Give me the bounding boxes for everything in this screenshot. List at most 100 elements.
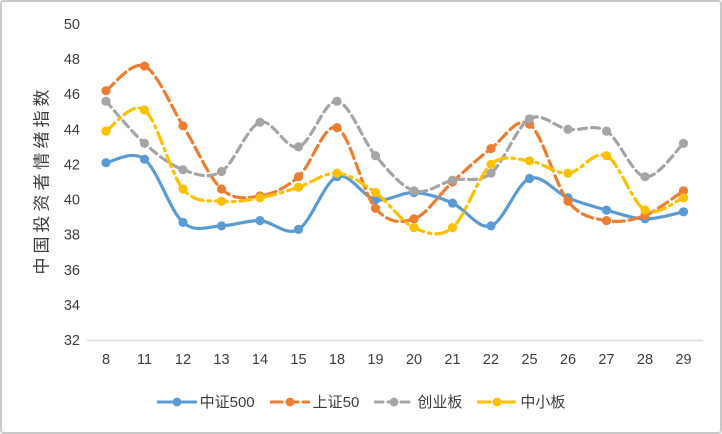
series-1-marker xyxy=(178,121,188,131)
series-2-marker xyxy=(486,168,496,178)
series-2-marker xyxy=(139,138,150,148)
series-2-marker xyxy=(563,124,573,134)
legend-label: 创业板 xyxy=(417,394,463,411)
series-0-marker xyxy=(139,154,150,164)
series-2-marker xyxy=(370,151,381,161)
x-tick-label: 12 xyxy=(175,352,191,368)
series-0-marker xyxy=(447,198,458,208)
x-tick-label: 13 xyxy=(213,352,229,368)
x-tick-label: 28 xyxy=(637,352,653,368)
x-tick-label: 11 xyxy=(137,352,152,368)
legend-marker-icon xyxy=(389,397,399,406)
legend-swatch-line-marker-icon xyxy=(477,395,518,409)
legend-label: 上证50 xyxy=(312,394,360,411)
x-tick-label: 15 xyxy=(290,352,306,368)
series-2-marker xyxy=(678,138,689,148)
y-tick-label: 46 xyxy=(64,87,80,103)
series-2-marker xyxy=(409,186,419,196)
series-3-marker xyxy=(370,187,381,198)
x-tick-label: 29 xyxy=(675,352,691,368)
x-tick-label: 27 xyxy=(598,352,614,368)
y-tick-label: 48 xyxy=(64,52,80,68)
series-2-marker xyxy=(293,142,304,152)
series-2-marker xyxy=(447,175,458,185)
x-tick-label: 8 xyxy=(102,352,110,368)
series-0-marker xyxy=(101,158,111,168)
series-1-marker xyxy=(678,186,689,196)
series-0-marker xyxy=(178,217,188,227)
x-tick-label: 21 xyxy=(444,352,460,368)
y-tick-label: 32 xyxy=(64,333,80,349)
series-3-marker xyxy=(255,193,265,203)
series-3-marker xyxy=(640,205,650,215)
series-3-line xyxy=(104,106,686,236)
y-tick-label: 50 xyxy=(64,17,80,33)
series-3-marker xyxy=(178,184,188,194)
series-3-marker xyxy=(563,168,573,178)
series-2-marker xyxy=(640,172,650,182)
x-tick-label: 26 xyxy=(560,352,576,368)
y-tick-label: 40 xyxy=(64,193,80,209)
legend-label: 中小板 xyxy=(520,394,566,411)
legend-item-shangzheng50[interactable]: 上证50 xyxy=(269,391,360,412)
y-tick-label: 38 xyxy=(64,228,80,244)
series-3-marker xyxy=(332,168,342,178)
legend-marker-icon xyxy=(285,397,295,406)
series-0-marker xyxy=(370,195,381,205)
series-3-marker xyxy=(601,151,612,161)
series-0-line xyxy=(104,153,686,233)
x-tick-label: 14 xyxy=(252,352,268,368)
legend-swatch-line-marker-icon xyxy=(156,395,197,409)
series-2-marker xyxy=(332,96,342,106)
y-tick-label: 34 xyxy=(64,298,80,314)
series-1-marker xyxy=(486,144,496,154)
series-1-marker xyxy=(101,86,111,96)
series-2-marker xyxy=(216,166,227,177)
y-axis-title: 中国投资者情绪指数 xyxy=(32,85,52,275)
series-1-marker xyxy=(563,196,573,206)
legend-swatch-line-marker-icon xyxy=(269,395,310,409)
series-3-marker xyxy=(139,105,150,115)
legend: 中证500 上证50 创业板 中小板 xyxy=(2,391,720,412)
series-0-marker xyxy=(678,207,689,217)
legend-marker-icon xyxy=(172,397,182,406)
series-1-marker xyxy=(293,172,304,182)
series-2-line xyxy=(104,99,686,194)
y-tick-label: 36 xyxy=(64,263,80,279)
series-2-marker xyxy=(524,114,535,124)
series-2-marker xyxy=(255,117,265,127)
legend-swatch-line-marker-icon xyxy=(374,395,415,409)
series-3-marker xyxy=(409,223,419,233)
series-0-marker xyxy=(486,221,496,231)
legend-marker-icon xyxy=(492,397,502,406)
series-3-marker xyxy=(101,126,111,136)
series-2-marker xyxy=(178,165,188,175)
y-tick-label: 44 xyxy=(64,122,80,138)
legend-item-zhongxiaoban[interactable]: 中小板 xyxy=(477,391,565,412)
series-3-marker xyxy=(678,193,689,203)
series-3-marker xyxy=(447,223,458,233)
series-0-marker xyxy=(216,221,227,231)
x-tick-label: 19 xyxy=(367,352,383,368)
series-1-marker xyxy=(601,216,612,226)
legend-item-chuangyeban[interactable]: 创业板 xyxy=(374,391,462,412)
x-tick-label: 22 xyxy=(483,352,499,368)
series-0-marker xyxy=(255,216,265,226)
series-1-marker xyxy=(216,184,227,194)
x-tick-label: 20 xyxy=(406,352,422,368)
y-tick-label: 42 xyxy=(64,157,80,173)
x-tick-label: 18 xyxy=(329,352,345,368)
series-1-marker xyxy=(370,203,381,213)
series-3-marker xyxy=(486,159,496,169)
series-0-marker xyxy=(601,205,612,215)
legend-item-zhongzheng500[interactable]: 中证500 xyxy=(156,391,255,412)
series-1-line xyxy=(104,63,686,224)
series-2-marker xyxy=(101,96,111,106)
legend-label: 中证500 xyxy=(199,394,255,411)
series-3-marker xyxy=(216,196,227,206)
series-0-marker xyxy=(293,224,304,234)
series-1-marker xyxy=(139,61,150,71)
series-3-marker xyxy=(524,156,535,166)
